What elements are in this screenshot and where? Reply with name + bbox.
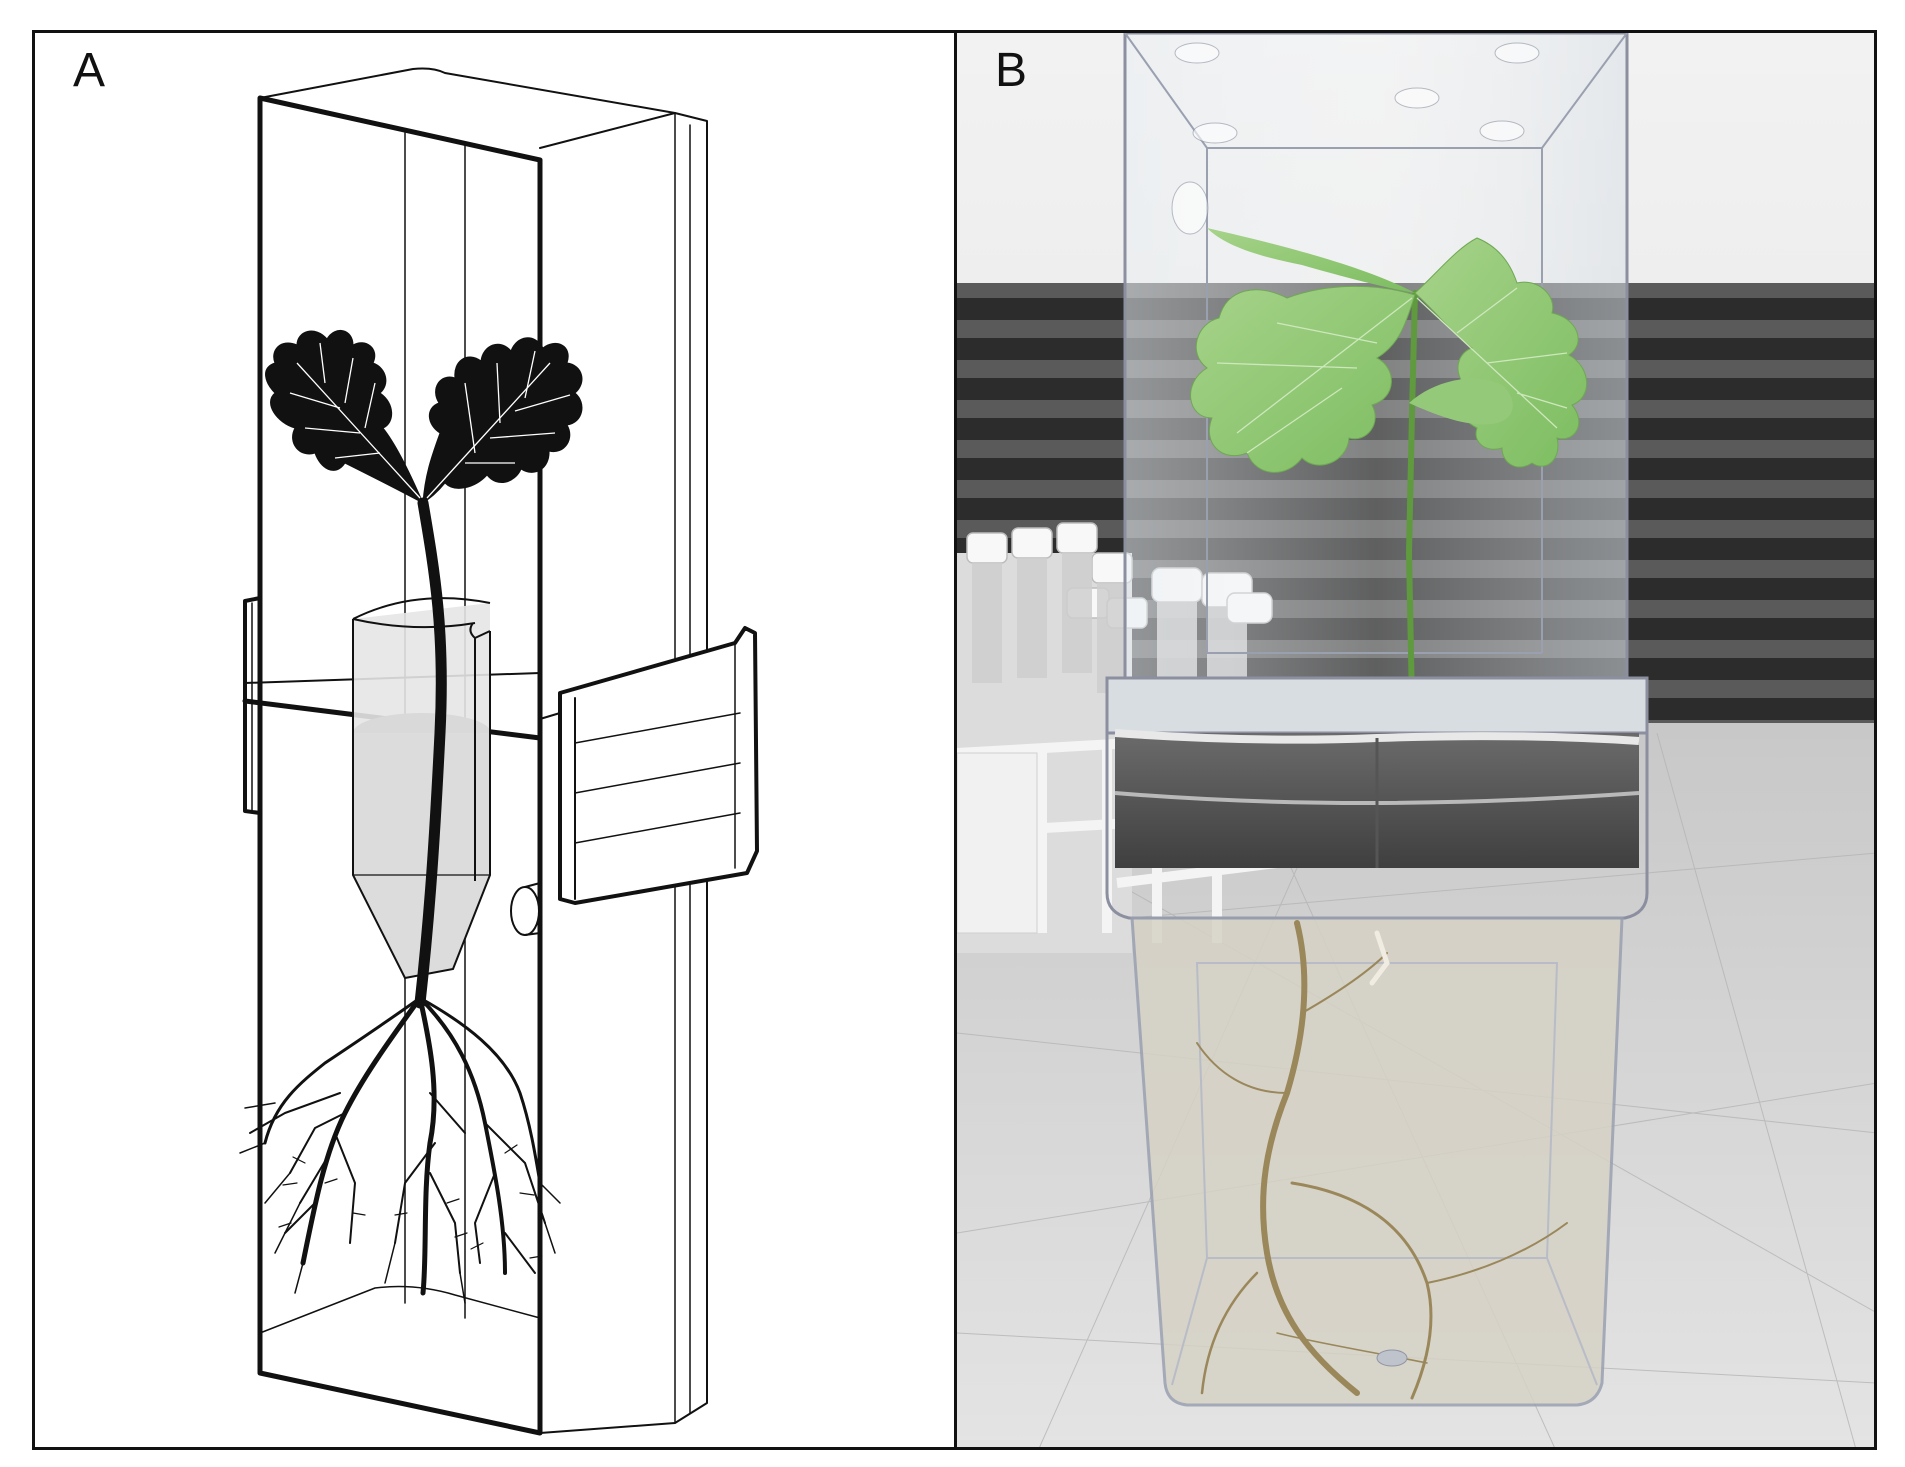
front-face-outline <box>257 95 543 1436</box>
container-photo-illustration <box>957 33 1874 1447</box>
panel-a-label: A <box>73 44 106 97</box>
root-system <box>239 995 561 1304</box>
plug-holder <box>352 597 491 980</box>
oak-seedling-photo <box>1190 228 1588 706</box>
panel-b-photo: B <box>957 30 1877 1450</box>
right-clip-band <box>539 626 759 905</box>
oak-seedling <box>239 330 583 1304</box>
side-port <box>510 886 540 936</box>
left-leaf <box>265 330 425 505</box>
lower-root-reservoir <box>1130 916 1624 1407</box>
roots-photo <box>1196 920 1568 1400</box>
container-schematic-drawing <box>239 67 759 1436</box>
panel-a-schematic: A <box>32 30 957 1450</box>
panel-b-label: B <box>995 44 1028 97</box>
left-clip <box>243 596 262 815</box>
soil-compartment <box>1105 676 1649 920</box>
right-leaf <box>422 337 583 505</box>
